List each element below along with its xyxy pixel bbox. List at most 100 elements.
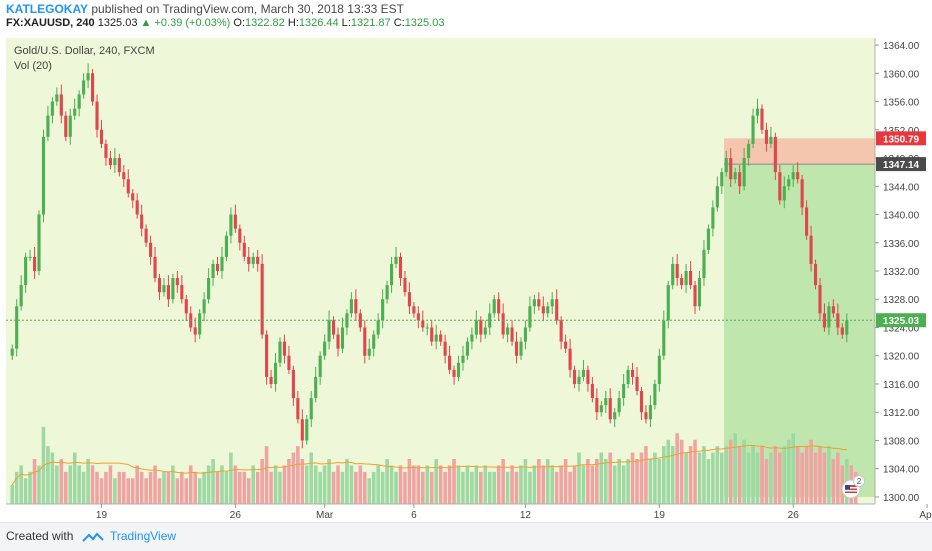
candle-body	[323, 341, 327, 356]
volume-ma-line	[11, 445, 847, 485]
candle-body	[10, 348, 14, 356]
volume-bar	[197, 478, 202, 504]
candle-body	[796, 172, 800, 180]
volume-bar	[559, 465, 563, 504]
candle-body	[813, 263, 818, 286]
volume-bar	[755, 452, 760, 504]
candle-body	[149, 242, 153, 257]
candle-body	[769, 136, 773, 144]
price-axis[interactable]	[875, 38, 932, 504]
candle-body	[483, 327, 487, 335]
volume-bar	[224, 471, 229, 504]
volume-bar	[296, 446, 300, 504]
candle-body	[327, 320, 331, 342]
volume-bar	[621, 465, 626, 504]
candle-body	[693, 285, 697, 307]
flag-white-stripe-a	[845, 487, 857, 489]
volume-bar	[126, 478, 131, 504]
candle-body	[474, 320, 478, 335]
candle-body	[729, 158, 733, 180]
volume-bar	[304, 465, 309, 504]
low-label: L:	[341, 17, 351, 29]
tradingview-logo-icon[interactable]	[82, 531, 104, 543]
volume-bar	[322, 465, 327, 504]
volume-bar	[590, 465, 595, 504]
volume-bar	[554, 471, 559, 504]
volume-bar	[496, 465, 501, 504]
volume-bar	[465, 465, 470, 504]
candle-body	[242, 242, 246, 257]
candle-body	[733, 172, 737, 180]
footer-bar: Created with TradingView	[0, 522, 932, 551]
candle-body	[827, 306, 831, 328]
candle-body	[599, 405, 603, 413]
time-axis[interactable]	[0, 504, 932, 522]
volume-bar	[550, 465, 555, 504]
candle-body	[782, 186, 786, 201]
volume-bar	[599, 452, 604, 504]
candle-body	[613, 412, 617, 420]
volume-bar	[510, 465, 514, 504]
stop-price-badge: 1350.79	[883, 134, 920, 145]
us-flag-icon[interactable]: 2	[841, 475, 865, 499]
stop-price-badge-bg	[876, 131, 926, 146]
volume-bar	[800, 452, 804, 504]
candle-body	[689, 271, 693, 286]
chart-header: KATLEGOKAY published on TradingView.com,…	[0, 0, 932, 34]
volume-bar	[711, 452, 715, 504]
candle-body	[82, 80, 86, 95]
volume-bar	[603, 459, 608, 504]
candle-body	[546, 306, 550, 314]
candle-body	[318, 355, 322, 377]
candle-body	[805, 207, 809, 236]
candle-body	[675, 263, 679, 279]
candle-body	[309, 398, 313, 420]
volume-bar	[113, 478, 117, 504]
candle-body	[117, 158, 121, 173]
volume-bar	[675, 433, 679, 504]
candle-body	[229, 214, 233, 236]
change-arrow-icon: ▲	[140, 17, 152, 29]
time-tick-label: Apr	[919, 510, 932, 521]
volume-bar	[215, 471, 220, 504]
candle-body	[845, 320, 849, 335]
volume-bar	[86, 459, 90, 504]
author-link[interactable]: KATLEGOKAY	[6, 2, 89, 16]
volume-bar	[492, 471, 496, 504]
published-text: published on TradingView.com, March 30, …	[91, 2, 404, 16]
candle-body	[751, 115, 755, 144]
candle-body	[595, 398, 599, 413]
flag-count: 2	[857, 477, 862, 486]
candle-body	[787, 179, 791, 187]
volume-bar	[479, 471, 483, 504]
candle-body	[407, 292, 411, 307]
price-axis-ticks: 1300.00 1304.00 1308.00 1312.00 1316.00 1320.…	[875, 41, 920, 504]
tradingview-brand-link[interactable]: TradingView	[110, 529, 177, 543]
candle-body	[296, 398, 300, 420]
volume-bar	[166, 471, 171, 504]
candle-body	[394, 256, 398, 264]
volume-bar	[541, 465, 546, 504]
volume-bar	[813, 452, 818, 504]
volume-bar	[108, 465, 113, 504]
volume-bar	[626, 459, 630, 504]
chart-area[interactable]: 1300.00 1304.00 1308.00 1312.00 1316.00 1320.…	[0, 34, 932, 522]
candle-body	[559, 320, 563, 342]
volume-bar	[10, 484, 15, 504]
candle-body	[800, 179, 804, 208]
volume-bar	[523, 459, 528, 504]
volume-bar	[836, 452, 840, 504]
candle-body	[608, 398, 612, 420]
flag-count-badge	[853, 475, 865, 487]
volume-bar	[612, 465, 617, 504]
volume-bar	[23, 478, 28, 504]
candle-body	[568, 348, 572, 370]
price-chart[interactable]: 1300.00 1304.00 1308.00 1312.00 1316.00 1320.…	[0, 34, 932, 522]
candle-body	[514, 341, 519, 356]
volume-bar	[693, 439, 697, 504]
candle-body	[372, 334, 376, 349]
candle-body	[586, 369, 590, 384]
price-tick-label: 1332.00	[883, 267, 920, 278]
volume-bar	[148, 471, 153, 504]
candle-body	[448, 355, 452, 370]
